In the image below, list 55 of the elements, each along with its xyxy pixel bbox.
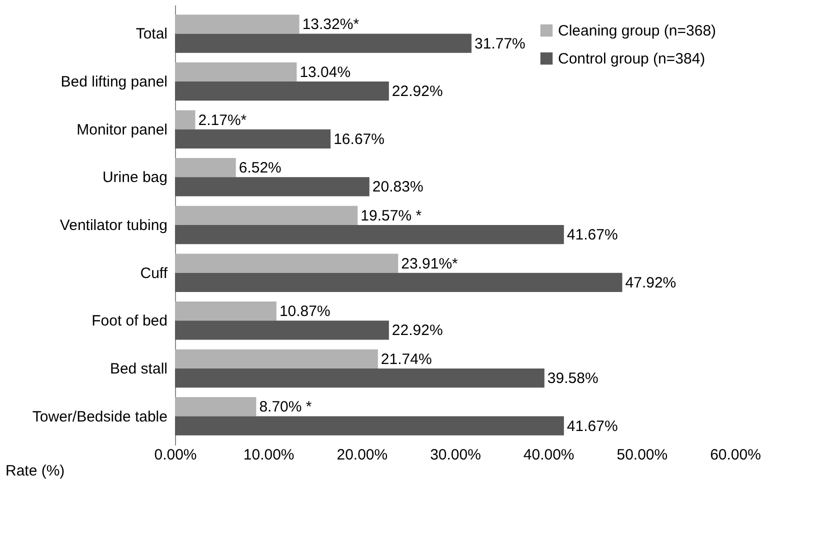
bar bbox=[175, 254, 398, 273]
bar bbox=[175, 225, 564, 244]
data-label: 41.67% bbox=[566, 418, 618, 435]
y-tick-label: Urine bag bbox=[102, 169, 168, 186]
bar bbox=[175, 62, 297, 82]
data-label: 22.92% bbox=[392, 83, 443, 100]
y-tick-label: Bed stall bbox=[110, 360, 168, 378]
bar bbox=[175, 129, 331, 148]
bar bbox=[175, 397, 256, 416]
y-tick-label: Ventilator tubing bbox=[60, 217, 168, 234]
data-label: 2.17%* bbox=[198, 112, 247, 129]
y-tick-label: Total bbox=[136, 26, 168, 43]
data-label: 22.92% bbox=[392, 322, 443, 340]
legend-label: Cleaning group (n=368) bbox=[558, 22, 716, 40]
bar bbox=[175, 14, 300, 34]
data-label: 8.70% * bbox=[259, 398, 312, 416]
data-label: 39.58% bbox=[547, 370, 598, 388]
bar bbox=[175, 206, 358, 225]
x-tick-label: 50.00% bbox=[616, 446, 668, 464]
bar bbox=[175, 368, 544, 388]
data-label: 20.83% bbox=[372, 178, 424, 196]
y-tick-label: Bed lifting panel bbox=[60, 74, 168, 91]
y-tick-label: Cuff bbox=[140, 264, 168, 282]
data-label: 6.52% bbox=[238, 160, 282, 177]
y-tick-label: Foot of bed bbox=[92, 312, 168, 330]
bar bbox=[175, 349, 378, 368]
legend-label: Control group (n=384) bbox=[558, 50, 706, 68]
data-label: 13.04% bbox=[300, 64, 351, 81]
data-label: 31.77% bbox=[474, 35, 526, 52]
data-label: 10.87% bbox=[279, 303, 330, 320]
x-tick-label: 0.00% bbox=[154, 446, 197, 464]
bar bbox=[175, 158, 236, 178]
data-label: 41.67% bbox=[566, 226, 618, 244]
bar bbox=[175, 34, 472, 53]
bar bbox=[175, 272, 622, 292]
y-tick-label: Tower/Bedside table bbox=[32, 408, 168, 426]
bar bbox=[175, 320, 389, 340]
data-label: 16.67% bbox=[334, 130, 384, 148]
y-tick-label: Monitor panel bbox=[76, 121, 168, 138]
x-tick-label: 30.00% bbox=[430, 446, 481, 464]
x-tick-label: 10.00% bbox=[243, 446, 294, 464]
bar bbox=[175, 110, 196, 130]
data-label: 21.74% bbox=[380, 350, 432, 368]
data-label: 23.91%* bbox=[401, 255, 458, 272]
bar bbox=[175, 82, 389, 101]
bar bbox=[175, 302, 276, 321]
bar bbox=[175, 177, 370, 196]
x-tick-label: 20.00% bbox=[336, 446, 388, 464]
data-label: 47.92% bbox=[625, 274, 676, 292]
data-label: 19.57% * bbox=[360, 207, 422, 224]
bar bbox=[175, 416, 564, 436]
x-axis-title: Rate (%) bbox=[6, 462, 65, 480]
data-label: 13.32%* bbox=[302, 16, 360, 34]
x-tick-label: 40.00% bbox=[523, 446, 574, 464]
x-tick-label: 60.00% bbox=[710, 446, 761, 464]
